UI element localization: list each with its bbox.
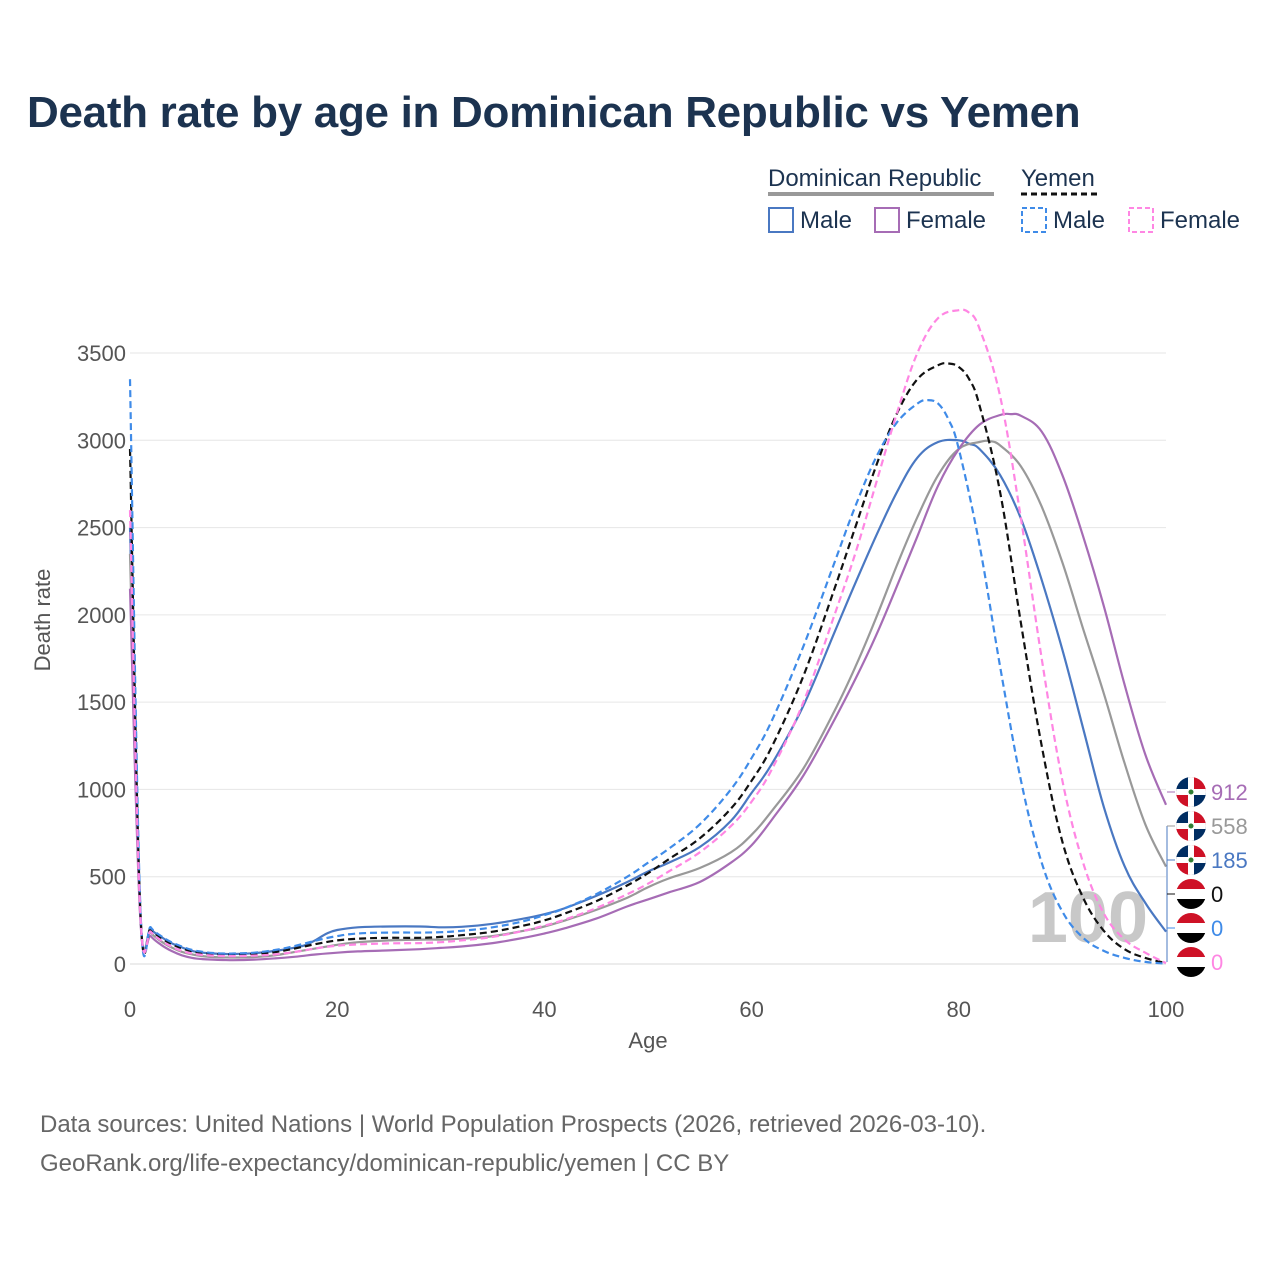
legend-label-dr-male: Male [800, 207, 852, 234]
legend-swatch-ye-male [1021, 207, 1047, 233]
series-line-yemen-male [128, 379, 1167, 965]
series-line-yemen-total [128, 362, 1167, 965]
y-tick-label: 3000 [77, 428, 126, 453]
x-tick-label: 80 [947, 997, 971, 1022]
end-label-ye-total: 0 [1211, 882, 1223, 907]
y-tick-label: 0 [114, 952, 126, 977]
x-tick-label: 40 [532, 997, 556, 1022]
y-tick-label: 1000 [77, 777, 126, 802]
series-layer [128, 308, 1168, 965]
y-axis-title: Death rate [30, 569, 55, 672]
legend-label-ye-female: Female [1160, 207, 1240, 234]
y-tick-label: 2000 [77, 603, 126, 628]
x-tick-label: 20 [325, 997, 349, 1022]
dominican-republic-flag-icon [1176, 845, 1206, 875]
y-tick-label: 500 [89, 865, 126, 890]
legend: Dominican Republic Yemen Male Female Mal… [768, 165, 1240, 234]
yemen-flag-icon [1176, 913, 1206, 943]
source-line: Data sources: United Nations | World Pop… [40, 1111, 987, 1138]
chart-title: Death rate by age in Dominican Republic … [27, 88, 1081, 137]
legend-swatch-dr-male [768, 207, 794, 233]
legend-swatch-ye-female [1128, 207, 1154, 233]
legend-label-dr-female: Female [906, 207, 986, 234]
legend-group-yemen: Yemen [1021, 165, 1095, 192]
series-line-dominican-republic-female [128, 412, 1168, 962]
legend-label-ye-male: Male [1053, 207, 1105, 234]
x-axis-ticks: 0 20 40 60 80 100 [124, 997, 1184, 1022]
source-url: GeoRank.org/life-expectancy/dominican-re… [40, 1150, 730, 1177]
dominican-republic-flag-icon [1176, 777, 1206, 807]
y-axis-ticks: 0 500 1000 1500 2000 2500 3000 3500 [77, 341, 126, 977]
legend-swatch-dr-female [874, 207, 900, 233]
end-label-ye-female: 0 [1211, 950, 1223, 975]
yemen-flag-icon [1176, 947, 1206, 977]
y-tick-label: 2500 [77, 516, 126, 541]
end-label-ye-male: 0 [1211, 916, 1223, 941]
year-watermark: 100 [1028, 878, 1148, 958]
y-tick-label: 1500 [77, 690, 126, 715]
x-tick-label: 0 [124, 997, 136, 1022]
series-line-dominican-republic-total [128, 439, 1167, 959]
x-tick-label: 100 [1148, 997, 1185, 1022]
x-tick-label: 60 [739, 997, 763, 1022]
end-label-dr-female: 912 [1211, 780, 1248, 805]
legend-group-dominican-republic: Dominican Republic [768, 165, 981, 192]
end-label-dr-total: 558 [1211, 814, 1248, 839]
source-note: Data sources: United Nations | World Pop… [40, 1105, 986, 1183]
yemen-flag-icon [1176, 879, 1206, 909]
series-line-yemen-female [128, 308, 1167, 965]
end-label-dr-male: 185 [1211, 848, 1248, 873]
y-tick-label: 3500 [77, 341, 126, 366]
x-axis-title: Age [628, 1028, 667, 1053]
grid [130, 352, 1166, 965]
end-label-connectors [1166, 791, 1175, 962]
dominican-republic-flag-icon [1176, 811, 1206, 841]
